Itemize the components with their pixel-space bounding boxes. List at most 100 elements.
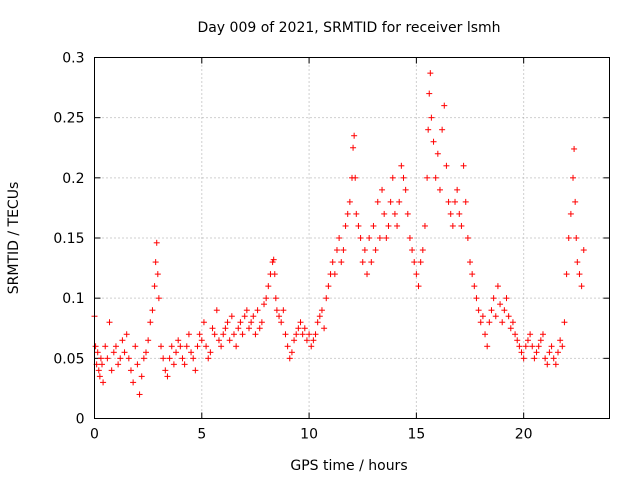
data-point: [261, 301, 268, 308]
data-point: [557, 337, 564, 344]
data-point: [346, 198, 353, 205]
data-point: [95, 367, 102, 374]
data-point: [323, 295, 330, 302]
data-point: [572, 198, 579, 205]
data-point: [331, 271, 338, 278]
data-point: [254, 307, 261, 314]
data-point: [370, 222, 377, 229]
data-point: [241, 313, 248, 320]
data-point: [467, 259, 474, 266]
data-point: [153, 239, 160, 246]
data-point: [224, 319, 231, 326]
data-point: [447, 210, 454, 217]
data-point: [106, 319, 113, 326]
data-point: [246, 325, 252, 332]
data-point: [276, 313, 283, 320]
data-point: [383, 235, 390, 241]
data-point: [559, 343, 566, 350]
data-point: [546, 349, 553, 356]
data-point: [138, 373, 145, 380]
data-point: [190, 355, 197, 362]
data-point: [125, 355, 132, 362]
data-point: [282, 331, 289, 338]
data-point: [112, 343, 119, 350]
data-point: [270, 256, 277, 263]
data-point: [117, 355, 124, 362]
data-point: [419, 247, 426, 254]
data-point: [531, 355, 538, 362]
data-point: [280, 307, 287, 314]
data-point: [436, 186, 443, 193]
data-point: [271, 271, 278, 278]
data-point: [432, 174, 439, 181]
data-point: [413, 271, 420, 278]
data-point: [394, 222, 401, 229]
data-point: [473, 295, 480, 302]
data-point: [372, 247, 379, 254]
data-point: [509, 319, 516, 326]
data-point: [99, 361, 106, 368]
data-point: [567, 210, 574, 217]
data-point: [376, 235, 383, 241]
data-point: [147, 319, 154, 326]
data-point: [263, 295, 270, 302]
data-point: [200, 319, 207, 326]
data-point: [417, 259, 424, 266]
data-point: [250, 313, 257, 320]
axis-ticks: 0 5 10 15 20 0 0.05 0.1 0.15 0.2 0.25 0.3: [53, 51, 610, 443]
data-point: [321, 325, 328, 332]
data-point: [443, 162, 450, 169]
data-point: [273, 307, 280, 314]
data-point: [194, 343, 201, 350]
data-point: [215, 337, 222, 344]
data-point: [127, 367, 134, 374]
data-point: [220, 331, 227, 338]
data-point: [205, 355, 212, 362]
data-point: [164, 373, 171, 380]
data-point: [385, 222, 392, 229]
data-point: [415, 283, 422, 290]
data-points: [91, 70, 587, 398]
data-point: [357, 235, 364, 241]
data-point: [235, 325, 242, 332]
data-point: [539, 331, 546, 338]
data-point: [484, 343, 491, 350]
data-point: [297, 319, 304, 326]
data-point: [426, 90, 433, 97]
data-point: [529, 343, 536, 350]
y-tick-label: 0: [76, 412, 85, 428]
data-point: [258, 319, 265, 326]
data-point: [351, 132, 358, 139]
data-point: [100, 379, 107, 386]
data-point: [499, 319, 506, 326]
y-tick-label: 0.2: [62, 171, 84, 187]
data-point: [248, 319, 255, 326]
data-point: [409, 247, 416, 254]
data-point: [188, 349, 195, 356]
data-point: [102, 343, 109, 350]
data-point: [336, 235, 343, 241]
y-tick-label: 0.3: [62, 51, 84, 67]
data-point: [520, 355, 527, 362]
data-point: [452, 198, 458, 205]
data-point: [462, 198, 469, 205]
data-point: [278, 319, 285, 326]
data-point: [477, 319, 484, 326]
data-point: [571, 145, 578, 152]
data-point: [550, 355, 557, 362]
data-point: [340, 247, 347, 254]
data-point: [303, 337, 310, 344]
data-point: [316, 313, 323, 320]
data-point: [168, 343, 175, 350]
data-point: [183, 343, 190, 350]
data-point: [301, 325, 308, 332]
data-point: [396, 198, 403, 205]
data-point: [458, 222, 465, 229]
data-point: [576, 271, 583, 278]
data-point: [140, 355, 147, 362]
data-point: [333, 247, 340, 254]
data-point: [166, 355, 173, 362]
data-point: [424, 174, 431, 181]
data-point: [134, 361, 141, 368]
data-point: [514, 337, 521, 344]
